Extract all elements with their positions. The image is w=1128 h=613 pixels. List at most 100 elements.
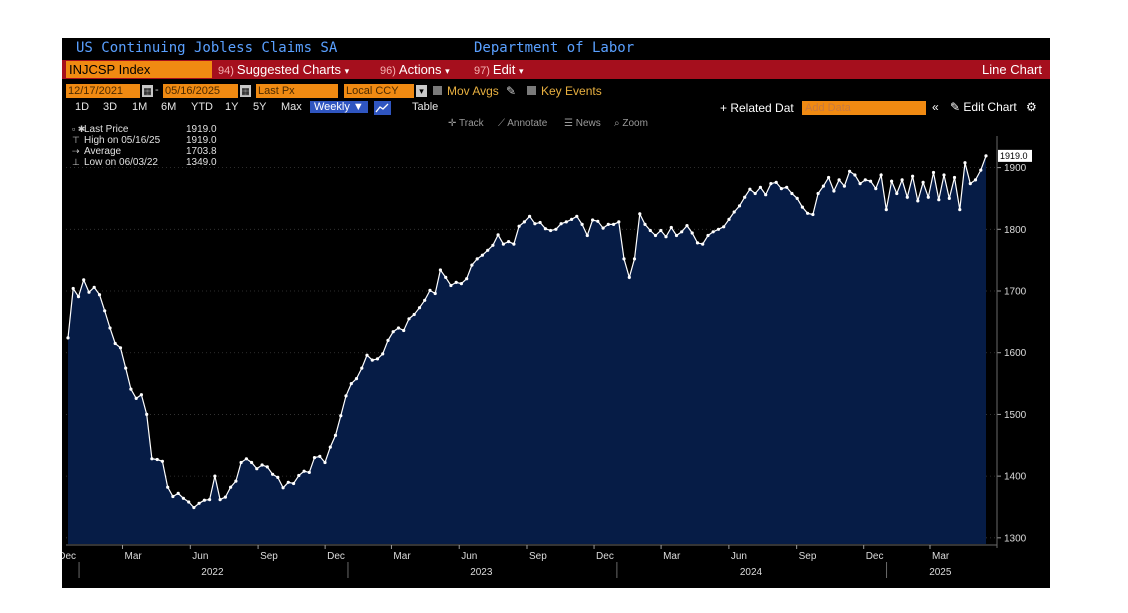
data-point <box>501 242 505 246</box>
data-point <box>711 230 715 234</box>
table-view-button[interactable]: Table <box>412 101 439 113</box>
related-data-button[interactable]: + Related Dat <box>720 101 794 115</box>
chart-type-label[interactable]: Line Chart <box>982 62 1042 77</box>
data-point <box>575 214 579 218</box>
zoom-tool[interactable]: ⌕ Zoom <box>614 118 648 129</box>
data-point <box>716 227 721 231</box>
period-6m[interactable]: 6M <box>161 101 177 113</box>
calendar-icon[interactable]: ▦ <box>240 85 251 97</box>
y-tick-label: 1300 <box>1004 533 1027 544</box>
low-icon: ⊥ <box>72 157 80 167</box>
suggested-charts-menu[interactable]: 94) Suggested Charts ▾ <box>218 61 349 78</box>
data-point <box>271 472 275 476</box>
series-markers <box>66 154 988 510</box>
data-point <box>905 195 909 199</box>
period-5y[interactable]: 5Y <box>253 101 267 113</box>
y-tick-label: 1600 <box>1004 348 1027 359</box>
x-month-label: Jun <box>731 551 747 562</box>
period-1y[interactable]: 1Y <box>225 101 239 113</box>
data-point <box>958 208 962 212</box>
data-point <box>612 222 616 226</box>
edit-menu[interactable]: 97) Edit ▾ <box>474 61 523 78</box>
data-point <box>449 283 453 288</box>
data-point <box>465 277 469 281</box>
x-month-label: Mar <box>125 551 143 562</box>
ticker-input[interactable]: INJCSP Index <box>66 61 212 78</box>
data-point <box>218 498 222 502</box>
calendar-icon[interactable]: ▦ <box>142 85 153 97</box>
data-point <box>543 227 547 231</box>
data-point <box>952 175 957 180</box>
data-point <box>208 498 212 502</box>
data-point <box>134 396 138 400</box>
end-date-field[interactable]: 05/16/2025 <box>163 84 238 98</box>
annotate-tool[interactable]: ⟋ Annotate <box>498 118 547 129</box>
annotate-icon: ⟋ <box>498 118 505 129</box>
data-point <box>984 154 988 158</box>
key-events-label[interactable]: Key Events <box>541 84 602 98</box>
legend-last-price[interactable]: ▫ ✱ Last Price 1919.0 <box>72 124 222 135</box>
mov-avgs-label[interactable]: Mov Avgs <box>447 84 499 98</box>
period-ytd[interactable]: YTD <box>191 101 213 113</box>
data-point <box>800 205 805 209</box>
period-max[interactable]: Max <box>281 101 302 113</box>
legend-low[interactable]: ⊥ Low on 06/03/22 1349.0 <box>72 157 222 168</box>
x-month-label: Dec <box>327 551 345 562</box>
bloomberg-terminal-window: 1300 1400 1500 1600 1700 1800 1900 Dec Mar Jun Se… <box>62 38 1050 588</box>
data-point <box>402 328 406 333</box>
data-point <box>92 285 96 289</box>
data-point <box>365 353 369 357</box>
gear-icon[interactable]: ⚙ <box>1026 100 1037 114</box>
data-point <box>444 275 448 279</box>
legend-value: 1349.0 <box>186 157 217 168</box>
x-month-label: Jun <box>192 551 208 562</box>
data-point <box>942 173 946 177</box>
dropdown-icon[interactable]: ▾ <box>416 85 427 97</box>
data-point <box>339 414 343 418</box>
data-point <box>103 309 107 313</box>
period-3d[interactable]: 3D <box>103 101 118 113</box>
track-tool[interactable]: ✛ Track <box>448 118 484 129</box>
data-point <box>491 243 495 247</box>
data-point <box>916 199 920 203</box>
data-point <box>931 170 936 175</box>
line-chart[interactable]: 1300 1400 1500 1600 1700 1800 1900 Dec Mar Jun Se… <box>62 38 1050 588</box>
data-point <box>559 222 563 226</box>
news-tool[interactable]: ☰ News <box>564 118 601 129</box>
add-data-input[interactable]: Add Data <box>802 101 926 115</box>
date-separator: - <box>155 84 159 96</box>
data-point <box>66 336 70 340</box>
menu-bar: INJCSP Index 94) Suggested Charts ▾ 96) Ac… <box>62 60 1050 79</box>
average-icon: ⇢ <box>72 146 80 156</box>
period-1d[interactable]: 1D <box>75 101 90 113</box>
data-point <box>349 382 353 386</box>
crosshair-icon: ✛ <box>448 118 457 129</box>
title-bar: US Continuing Jobless Claims SA Departme… <box>62 38 1050 58</box>
edit-chart-button[interactable]: ✎ Edit Chart <box>950 100 1017 114</box>
actions-menu[interactable]: 96) Actions ▾ <box>380 61 450 78</box>
data-point <box>323 460 327 465</box>
data-point <box>333 433 338 437</box>
period-1m[interactable]: 1M <box>132 101 148 113</box>
data-point <box>354 377 359 381</box>
track-label: Track <box>459 118 484 129</box>
data-point <box>779 187 784 191</box>
pencil-icon[interactable]: ✎ <box>506 84 517 98</box>
line-chart-icon[interactable] <box>374 101 391 115</box>
data-point <box>166 485 170 489</box>
collapse-icon[interactable]: « <box>932 100 939 114</box>
start-date-field[interactable]: 12/17/2021 <box>66 84 140 98</box>
data-point <box>192 506 196 510</box>
frequency-select[interactable]: Weekly ▼ <box>310 101 368 113</box>
legend-high[interactable]: ⊤ High on 05/16/25 1919.0 <box>72 135 222 146</box>
key-events-checkbox[interactable] <box>527 86 536 95</box>
data-point <box>890 179 894 183</box>
mov-avgs-checkbox[interactable] <box>433 86 442 95</box>
line-chart-glyph <box>375 103 389 113</box>
currency-select[interactable]: Local CCY <box>344 84 414 98</box>
data-point <box>234 479 238 483</box>
price-field-select[interactable]: Last Px <box>256 84 338 98</box>
data-point <box>407 317 411 321</box>
legend-average[interactable]: ⇢ Average 1703.8 <box>72 146 222 157</box>
data-point <box>265 465 269 469</box>
